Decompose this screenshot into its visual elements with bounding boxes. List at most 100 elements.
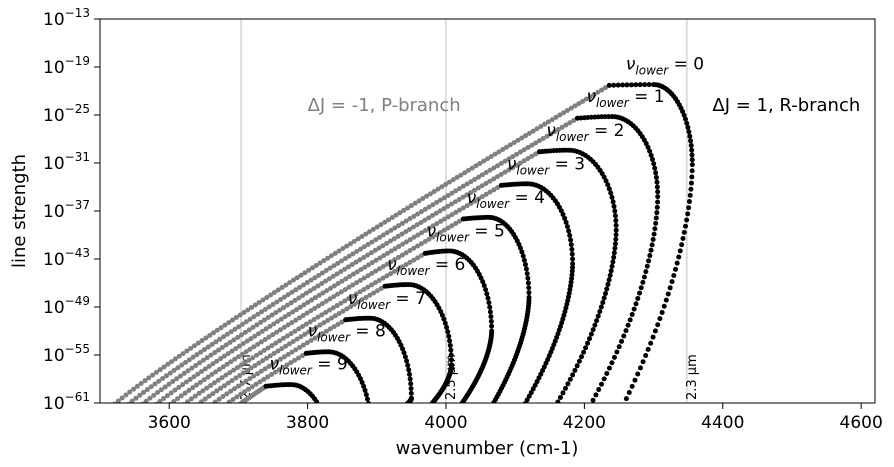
data-point: [229, 378, 235, 384]
data-point: [376, 245, 382, 251]
data-point: [585, 340, 591, 346]
y-tick-label: 10−37: [43, 198, 90, 222]
data-point: [284, 333, 290, 339]
band-label: νlower = 6: [387, 255, 465, 278]
data-point: [364, 396, 370, 402]
data-point: [611, 203, 617, 209]
data-point: [647, 253, 653, 259]
data-point: [294, 336, 300, 342]
data-point: [300, 293, 306, 299]
data-point: [590, 327, 596, 333]
data-point: [583, 345, 589, 351]
data-point: [180, 351, 186, 357]
data-point: [275, 287, 281, 293]
data-point: [216, 366, 222, 372]
data-point: [412, 200, 418, 206]
band-series: [195, 282, 455, 403]
data-point: [601, 174, 607, 180]
data-point: [296, 355, 302, 361]
data-point: [406, 367, 412, 373]
data-point: [529, 142, 535, 148]
data-point: [567, 120, 573, 126]
data-point: [270, 332, 276, 338]
data-point: [373, 237, 379, 243]
band-label-value: = 8: [350, 322, 386, 342]
data-point: [583, 96, 589, 102]
y-tick-exponent: −49: [65, 294, 90, 308]
data-point: [430, 223, 436, 229]
data-point: [309, 265, 315, 271]
data-point: [441, 206, 447, 212]
data-point: [520, 253, 526, 259]
y-tick-label: 10−49: [43, 294, 90, 318]
data-point: [308, 277, 314, 283]
data-point: [580, 98, 586, 104]
data-point: [611, 250, 617, 256]
data-point: [495, 163, 501, 169]
data-point: [609, 263, 615, 269]
data-point: [255, 341, 261, 347]
data-point: [422, 206, 428, 212]
data-point: [378, 285, 384, 291]
data-point: [399, 231, 405, 237]
data-point: [689, 162, 695, 168]
data-point: [316, 292, 322, 298]
data-point: [629, 383, 635, 389]
data-point: [536, 375, 542, 381]
data-point: [346, 284, 352, 290]
data-point: [487, 167, 493, 173]
data-point: [654, 184, 660, 190]
data-point: [606, 114, 612, 120]
data-point: [290, 277, 296, 283]
data-point: [384, 240, 390, 246]
data-point: [396, 254, 402, 260]
data-point: [157, 398, 163, 403]
data-point: [267, 353, 273, 359]
data-point: [297, 304, 303, 310]
data-point: [289, 349, 295, 355]
y-tick-exponent: −31: [65, 150, 90, 164]
data-point: [677, 248, 683, 254]
data-point: [257, 350, 263, 356]
band-label-subscript: lower: [596, 96, 630, 110]
y-tick-base: 10: [43, 394, 65, 414]
data-point: [448, 352, 454, 358]
data-point: [571, 117, 577, 123]
data-point: [336, 310, 342, 316]
data-point: [370, 226, 376, 232]
data-point: [243, 349, 249, 355]
data-point: [685, 211, 691, 217]
data-point: [561, 110, 567, 116]
data-point: [281, 324, 287, 330]
data-point: [434, 199, 440, 205]
data-point: [408, 203, 414, 209]
data-point: [283, 343, 289, 349]
data-point: [354, 280, 360, 286]
data-point: [258, 339, 264, 345]
data-point: [669, 279, 675, 285]
data-point: [262, 366, 268, 372]
data-point: [319, 281, 325, 287]
band-series: [140, 147, 619, 403]
data-point: [687, 192, 693, 198]
band-label-value: = 1: [629, 87, 665, 107]
data-point: [231, 337, 237, 343]
data-point: [138, 380, 144, 386]
band-series: [167, 214, 532, 403]
data-point: [335, 281, 341, 287]
data-point: [601, 295, 607, 301]
data-point: [525, 145, 531, 151]
data-point: [481, 158, 487, 164]
data-point: [595, 89, 601, 95]
data-point: [649, 156, 655, 162]
data-point: [205, 374, 211, 380]
data-point: [448, 347, 454, 353]
data-point: [306, 329, 312, 335]
data-point: [282, 314, 288, 320]
data-point: [676, 254, 682, 260]
data-point: [195, 340, 201, 346]
data-point: [296, 315, 302, 321]
data-point: [317, 322, 323, 328]
data-point: [586, 336, 592, 342]
data-point: [576, 101, 582, 107]
